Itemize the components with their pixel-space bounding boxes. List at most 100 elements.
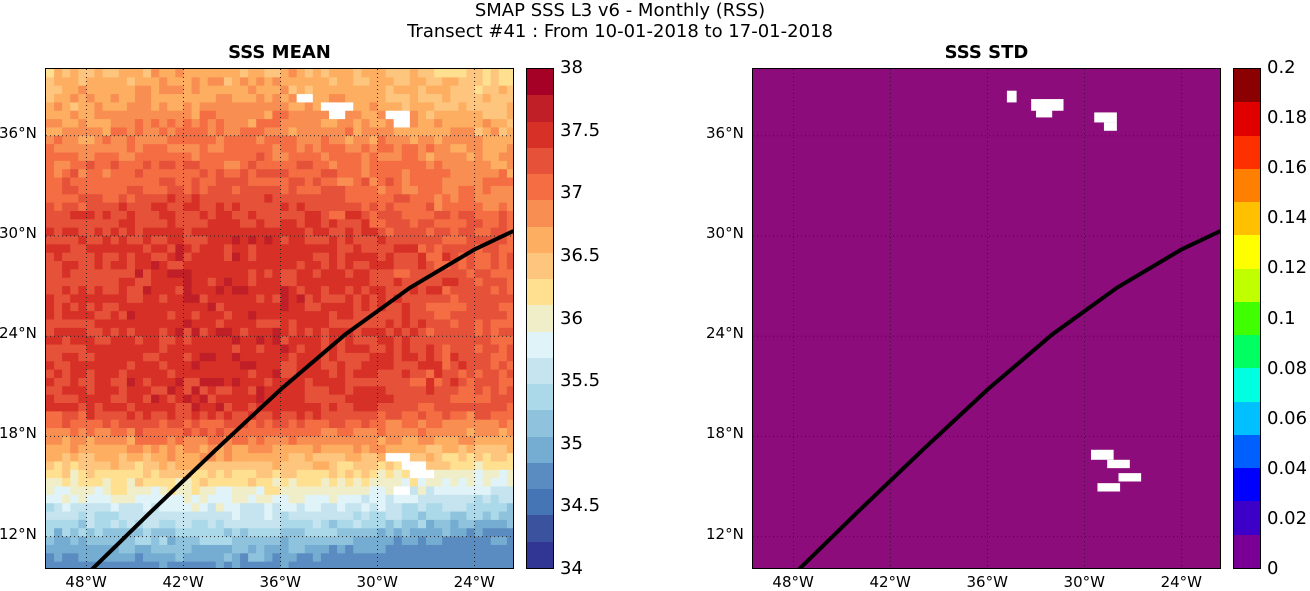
sss-mean-cell [86,561,96,568]
sss-mean-cell [490,419,500,429]
sss-mean-cell [223,352,233,362]
sss-mean-cell [199,478,209,488]
sss-mean-cell [490,160,500,170]
sss-mean-cell [126,127,136,137]
sss-mean-cell [54,377,63,387]
sss-mean-cell [312,311,322,321]
sss-mean-cell [94,236,104,245]
sss-mean-cell [426,553,435,563]
sss-mean-cell [256,127,265,137]
sss-mean-cell [191,403,201,412]
lon-tick-label: 24°W [1160,573,1202,591]
sss-mean-cell [329,352,338,362]
sss-mean-cell [86,110,96,120]
sss-mean-cell [361,428,371,437]
sss-mean-cell [175,177,185,187]
sss-mean-cell [474,436,484,446]
sss-mean-cell [54,227,63,237]
sss-mean-cell [329,428,338,437]
sss-mean-cell [78,94,88,103]
sss-mean-cell [450,469,459,479]
sss-mean-cell [151,478,160,488]
sss-mean-cell [466,69,476,78]
sss-mean-cell [450,536,459,546]
sss-mean-cell [54,311,63,321]
sss-mean-cell [46,377,55,387]
sss-mean-cell [345,194,354,204]
sss-mean-cell [353,236,362,245]
sss-mean-cell [288,69,298,78]
sss-mean-cell [474,419,484,429]
sss-mean-cell [426,286,435,296]
sss-mean-cell [199,311,209,321]
sss-mean-cell [215,286,225,296]
sss-mean-cell [191,294,201,304]
sss-mean-cell [506,478,513,488]
sss-mean-cell [434,536,443,546]
sss-mean-cell [312,344,322,354]
sss-mean-cell [46,261,55,270]
sss-mean-cell [86,160,96,170]
sss-std-colorbar [1233,68,1261,569]
sss-mean-cell [143,210,152,220]
sss-mean-cell [143,536,152,546]
sss-mean-cell [256,511,265,521]
sss-mean-cell [280,352,290,362]
sss-mean-cell [143,561,152,568]
sss-mean-cell [329,536,338,546]
sss-mean-cell [337,553,346,563]
sss-mean-cell [304,102,314,112]
sss-mean-cell [312,202,322,212]
sss-mean-cell [337,252,346,262]
sss-mean-cell [474,144,484,154]
sss-mean-cell [409,277,419,287]
sss-mean-cell [320,519,330,529]
sss-mean-cell [458,319,468,329]
sss-mean-cell [126,494,136,504]
sss-mean-cell [102,394,112,404]
sss-mean-cell [320,69,330,78]
sss-mean-cell [207,210,217,220]
sss-mean-cell [337,244,346,254]
sss-mean-cell [272,294,282,304]
sss-mean-cell [320,411,330,421]
sss-mean-cell [151,386,160,396]
sss-mean-cell [458,94,468,103]
sss-mean-cell [118,511,128,521]
sss-mean-cell [361,269,371,279]
sss-mean-cell [272,494,282,504]
lat-tick-label: 12°N [0,524,37,543]
sss-mean-cell [46,327,55,337]
sss-mean-cell [337,219,346,229]
sss-mean-cell [490,294,500,304]
sss-mean-cell [353,428,362,437]
sss-mean-cell [110,169,120,179]
sss-mean-cell [337,486,346,496]
sss-mean-cell [248,544,257,554]
sss-mean-cell [498,77,508,87]
sss-mean-cell [361,511,371,521]
sss-mean-cell [183,419,193,429]
sss-mean-cell [134,102,144,112]
sss-mean-cell [62,469,71,479]
sss-mean-cell [369,177,379,187]
sss-mean-cell [377,319,387,329]
sss-mean-cell [143,261,152,270]
sss-mean-cell [409,536,419,546]
sss-mean-cell [248,185,257,195]
sss-mean-cell [442,202,451,212]
sss-mean-cell [377,369,387,379]
sss-mean-cell [62,494,71,504]
sss-mean-cell [393,94,403,103]
sss-mean-cell [191,319,201,329]
sss-mean-cell [280,177,290,187]
sss-mean-cell [151,336,160,346]
sss-mean-cell [86,244,96,254]
sss-mean-cell [490,210,500,220]
sss-mean-cell [248,244,257,254]
sss-mean-cell [167,352,176,362]
sss-mean-cell [434,394,443,404]
sss-mean-cell [320,511,330,521]
sss-mean-cell [329,261,338,270]
sss-mean-cell [377,536,387,546]
